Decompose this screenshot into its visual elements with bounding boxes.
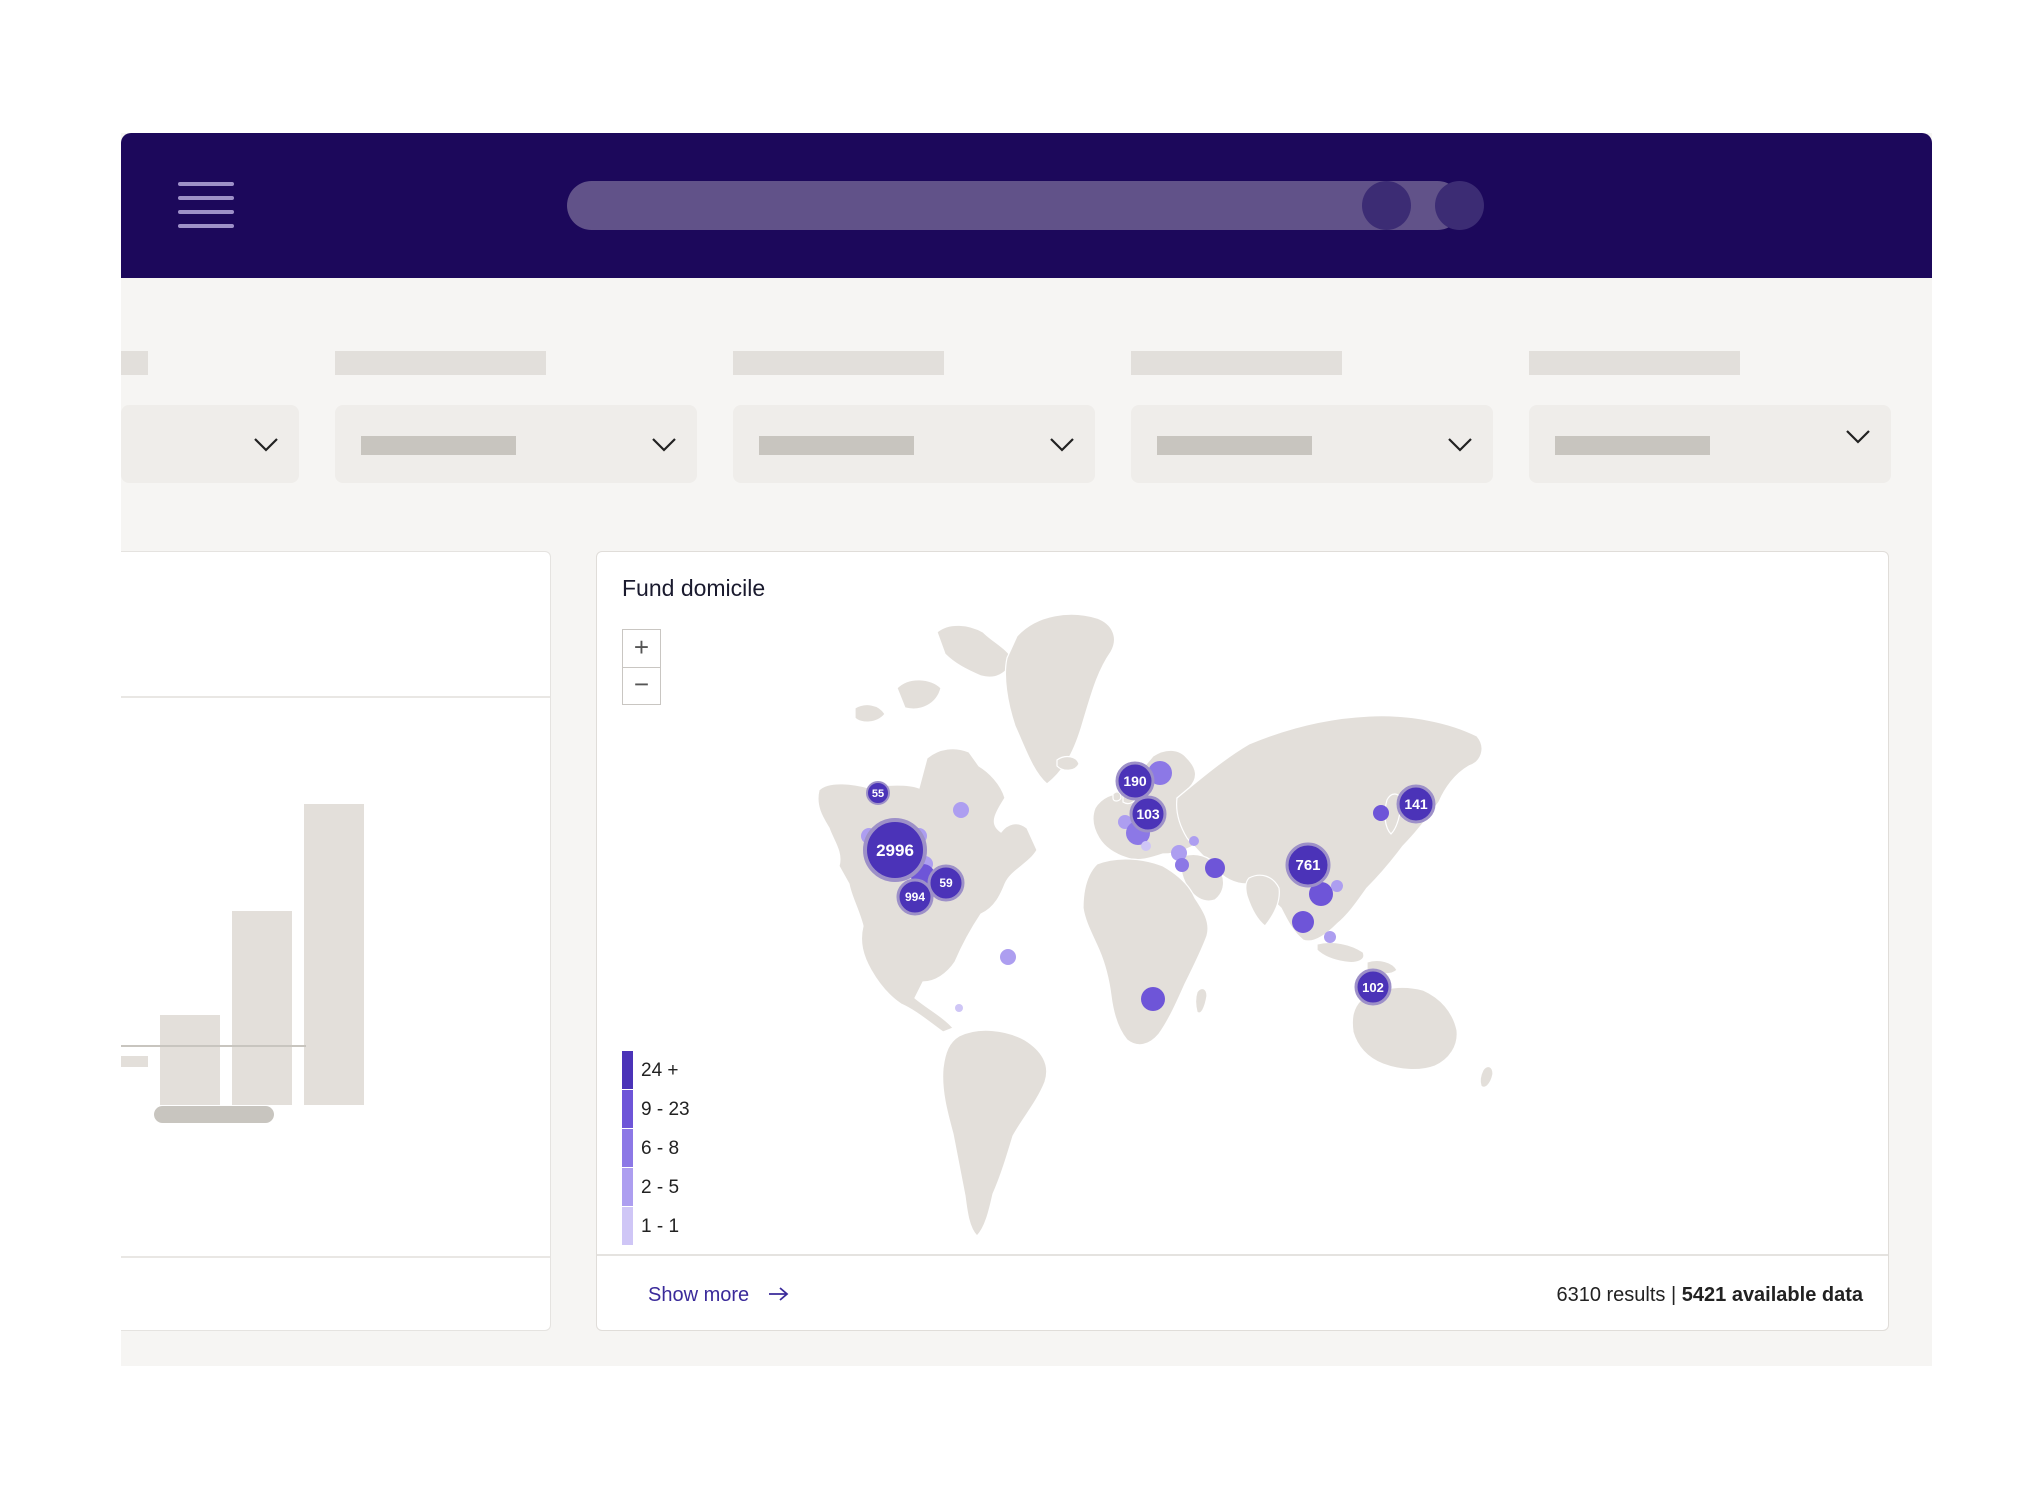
legend-item: 6 - 8	[622, 1129, 742, 1168]
divider	[121, 696, 550, 698]
menu-icon[interactable]	[178, 182, 234, 230]
zoom-control: + −	[622, 629, 661, 705]
arrow-right-icon	[768, 1287, 789, 1301]
dropdown-value-placeholder	[1555, 436, 1710, 455]
chevron-down-icon	[1448, 438, 1472, 452]
divider	[121, 1256, 550, 1258]
bar-chart-placeholder	[121, 804, 364, 1123]
filter-label-placeholder	[335, 351, 546, 375]
arctic-islands	[896, 679, 942, 710]
show-more-label: Show more	[648, 1284, 750, 1306]
world-map[interactable]	[597, 552, 1888, 1254]
africa	[1082, 858, 1209, 1046]
chevron-down-icon	[1050, 438, 1074, 452]
top-bar	[121, 133, 1932, 278]
zoom-in-button[interactable]: +	[623, 630, 660, 668]
legend-swatch	[622, 1207, 633, 1245]
legend-label: 24 +	[641, 1060, 679, 1081]
iceland	[1056, 755, 1080, 771]
legend-swatch	[622, 1168, 633, 1206]
legend-item: 2 - 5	[622, 1168, 742, 1207]
filter-label-placeholder	[1529, 351, 1740, 375]
fund-domicile-card: Fund domicile + −	[596, 551, 1889, 1331]
filter-label-placeholder	[733, 351, 944, 375]
south-america	[942, 1029, 1048, 1237]
dropdown-value-placeholder	[1157, 436, 1312, 455]
arctic-islands	[854, 704, 886, 723]
legend-label: 1 - 1	[641, 1216, 680, 1237]
land-masses	[817, 613, 1494, 1237]
results-count: 6310 results	[1556, 1284, 1666, 1306]
legend-label: 2 - 5	[641, 1177, 680, 1198]
chevron-down-icon	[652, 438, 676, 452]
india	[1245, 874, 1280, 927]
australia	[1351, 986, 1458, 1071]
madagascar	[1194, 987, 1208, 1014]
asia	[1176, 715, 1483, 942]
chevron-down-icon	[254, 438, 278, 452]
north-america	[817, 748, 1038, 1033]
filter-label-placeholder	[1131, 351, 1342, 375]
show-more-link[interactable]: Show more	[648, 1284, 791, 1307]
available-data-count: 5421 available data	[1681, 1284, 1863, 1306]
settings-button[interactable]	[1435, 181, 1484, 230]
se-asia-islands	[1316, 941, 1365, 964]
legend-label: 6 - 8	[641, 1138, 680, 1159]
bar	[304, 804, 364, 1105]
dropdown-value-placeholder	[361, 436, 516, 455]
greenland	[1004, 613, 1116, 785]
filter-dropdown[interactable]	[121, 405, 299, 483]
card-title: Fund domicile	[622, 575, 766, 601]
uk-ireland	[1112, 791, 1122, 802]
filter-dropdown[interactable]	[335, 405, 697, 483]
legend-label: 9 - 23	[641, 1099, 690, 1120]
arctic-islands	[936, 624, 1014, 678]
legend-swatch	[622, 1051, 633, 1089]
filter-label-placeholder	[121, 351, 148, 375]
bar	[160, 1015, 220, 1105]
legend-item: 1 - 1	[622, 1207, 742, 1246]
filter-dropdown[interactable]	[1131, 405, 1493, 483]
legend-swatch	[622, 1129, 633, 1167]
chevron-down-icon	[1846, 430, 1870, 444]
profile-button[interactable]	[1362, 181, 1411, 230]
results-separator: |	[1671, 1284, 1677, 1306]
legend-item: 9 - 23	[622, 1090, 742, 1129]
bar	[121, 1056, 148, 1067]
bar	[232, 911, 292, 1105]
filter-dropdown[interactable]	[733, 405, 1095, 483]
zoom-out-button[interactable]: −	[633, 669, 650, 699]
legend-swatch	[622, 1090, 633, 1128]
new-zealand	[1479, 1065, 1494, 1088]
dropdown-value-placeholder	[759, 436, 914, 455]
search-bar[interactable]	[567, 181, 1462, 230]
app-window: Fund domicile + −	[121, 133, 1932, 1366]
chart-card	[121, 551, 551, 1331]
legend-item: 24 +	[622, 1051, 742, 1090]
se-asia-islands	[1366, 959, 1398, 975]
divider	[597, 1254, 1888, 1256]
results-summary: 6310 results | 5421 available data	[1556, 1284, 1863, 1307]
filter-dropdown[interactable]	[1529, 405, 1891, 483]
axis-label-placeholder	[154, 1106, 274, 1123]
